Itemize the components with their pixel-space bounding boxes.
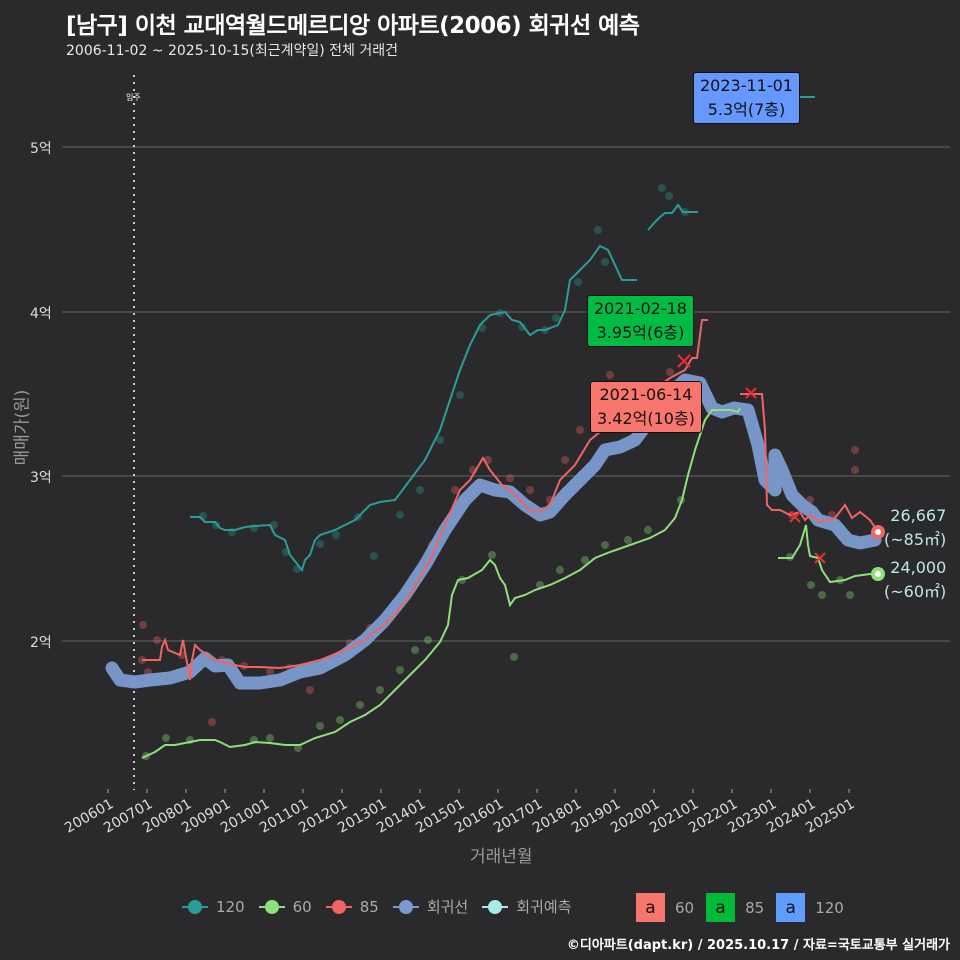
scatter-60 [142, 496, 854, 760]
legend-label: 60 [292, 897, 312, 916]
legend-label: 120 [815, 898, 844, 917]
legend-label: 60 [675, 898, 695, 917]
callout-legend: a 60 a 85 a 120 [636, 893, 856, 922]
callout-value: 5.3억(7층) [707, 100, 786, 119]
y-tick-3: 3억 [30, 470, 52, 486]
callout-120: 2023-11-01 5.3억(7층) [693, 72, 800, 124]
series-120-line [190, 244, 637, 573]
legend-item-85[interactable]: 85 [325, 897, 379, 916]
highlight-markers [677, 354, 826, 564]
callout-value: 3.42억(10층) [597, 409, 695, 428]
chart-title: [남구] 이천 교대역월드메르디앙 아파트(2006) 회귀선 예측 [66, 13, 640, 39]
y-tick-5: 5억 [30, 141, 52, 157]
series-legend: 120 60 85 회귀선 회귀예측 [182, 896, 585, 917]
legend-box-icon: a [776, 893, 806, 922]
y-axis-label: 매매가(원) [12, 389, 33, 466]
legend-box-85[interactable]: a 85 [706, 893, 764, 922]
legend-box-120[interactable]: a 120 [776, 893, 844, 922]
end-label-value: 26,667 [890, 506, 947, 525]
prediction-point-60-core [875, 571, 881, 577]
chart-subtitle: 2006-11-02 ~ 2025-10-15(최근계약일) 전체 거래건 [66, 43, 398, 59]
legend-item-regression[interactable]: 회귀선 [392, 896, 469, 917]
legend-label: 회귀예측 [516, 898, 572, 916]
gridlines [62, 146, 950, 642]
legend-marker-icon [482, 899, 509, 914]
scatter-120 [199, 184, 689, 573]
legend-marker-icon [392, 899, 419, 914]
y-tick-4: 4억 [30, 306, 52, 322]
footer-credit: ©디아파트(dapt.kr) / 2025.10.17 / 자료=국토교통부 실… [566, 938, 950, 953]
legend-marker-icon [258, 899, 285, 914]
legend-label: 120 [216, 897, 245, 916]
series-60-line [141, 407, 741, 759]
scatter-85 [138, 316, 859, 726]
callout-60: 2021-06-14 3.42억(10층) [590, 381, 702, 433]
series-85-line-late [740, 393, 879, 533]
legend-item-120[interactable]: 120 [182, 898, 245, 916]
callout-date: 2023-11-01 [700, 76, 793, 95]
legend-marker-icon [182, 899, 208, 914]
move-in-label: 입주 [126, 93, 141, 102]
end-label-area: (~85㎡) [884, 530, 947, 549]
callout-value: 3.95억(6층) [596, 323, 685, 342]
x-axis-label: 거래년월 [470, 847, 533, 867]
legend-box-icon: a [636, 893, 665, 922]
end-label-85: 26,667 (~85㎡) [884, 504, 946, 552]
regression-line [105, 373, 882, 690]
legend-box-icon: a [706, 893, 736, 922]
end-label-60: 24,000 (~60㎡) [884, 556, 946, 604]
legend-label: 85 [745, 898, 765, 917]
callout-85: 2021-02-18 3.95억(6층) [587, 295, 694, 347]
end-label-area: (~60㎡) [884, 582, 947, 601]
prediction-point-85-core [875, 529, 881, 535]
series-60-line-late [778, 524, 878, 584]
legend-label: 85 [359, 897, 379, 916]
legend-label: 회귀선 [426, 898, 469, 916]
callout-date: 2021-06-14 [599, 385, 693, 404]
end-label-value: 24,000 [890, 558, 947, 577]
series-120-line-late [647, 203, 698, 231]
series-85-line [142, 319, 708, 681]
legend-marker-icon [325, 899, 352, 914]
y-tick-2: 2억 [30, 635, 52, 651]
legend-box-60[interactable]: a 60 [636, 893, 694, 922]
callout-date: 2021-02-18 [594, 299, 687, 318]
x-tick-marks [107, 789, 850, 793]
legend-item-prediction[interactable]: 회귀예측 [482, 896, 571, 917]
legend-item-60[interactable]: 60 [258, 897, 312, 916]
